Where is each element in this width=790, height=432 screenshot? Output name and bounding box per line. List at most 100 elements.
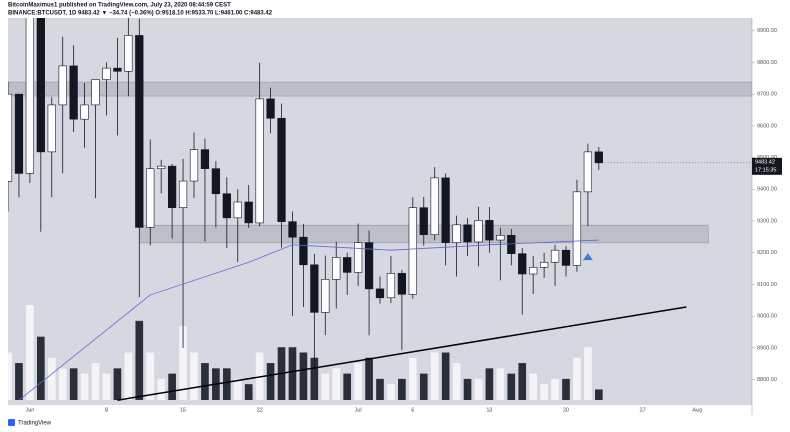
- volume-bar: [496, 368, 505, 400]
- volume-bar: [354, 363, 362, 400]
- candle-body: [496, 234, 505, 241]
- volume-bar: [441, 352, 450, 400]
- candle-body: [507, 234, 516, 254]
- candle-body: [102, 67, 111, 80]
- candle-body: [69, 65, 78, 120]
- volume-bar: [190, 352, 198, 400]
- plot: [8, 18, 752, 401]
- volume-bar: [474, 378, 483, 400]
- volume-bar: [343, 373, 352, 400]
- candle-body: [310, 264, 319, 313]
- volume-bar: [26, 305, 34, 400]
- x-tick-label: Jul: [355, 407, 362, 413]
- candle-body: [343, 257, 352, 273]
- volume-bar: [15, 363, 23, 400]
- candle-body: [321, 279, 330, 313]
- candle-body: [397, 273, 407, 295]
- symbol-info: BINANCE:BTCUSDT, 1D 9483.42 ▼ −34.74 (−0…: [8, 11, 273, 17]
- publish-info: BitcoinMaximus1 published on TradingView…: [8, 3, 231, 9]
- y-tick-label: 9700.00: [757, 92, 777, 98]
- candle-body: [146, 168, 155, 228]
- volume-bar: [430, 352, 439, 400]
- volume-bar: [124, 352, 133, 400]
- candle-body: [244, 201, 253, 224]
- volume-bar: [157, 378, 166, 400]
- volume-bar: [419, 373, 428, 400]
- volume-bar: [179, 326, 187, 400]
- x-tick-label: 6: [411, 407, 414, 413]
- volume-bar: [80, 373, 89, 400]
- trend-line: [117, 306, 687, 401]
- volume-bar: [310, 357, 319, 400]
- candle-body: [178, 180, 188, 208]
- moving-average: [18, 239, 599, 401]
- candle-body: [167, 165, 177, 208]
- volume-bar: [135, 320, 144, 400]
- candle-body: [47, 104, 56, 153]
- candle-body: [113, 67, 122, 72]
- volume-bar: [332, 368, 341, 400]
- volume-bar: [299, 352, 308, 400]
- volume-bar: [573, 357, 581, 400]
- volume-bar: [244, 384, 253, 400]
- volume-bar: [387, 384, 395, 400]
- x-tick-label: 13: [486, 407, 492, 413]
- candle-body: [353, 242, 363, 273]
- volume-bar: [551, 378, 559, 400]
- candle-body: [474, 220, 483, 243]
- brand: TradingView: [18, 421, 52, 427]
- candle-body: [419, 207, 428, 235]
- volume-bar: [266, 363, 275, 400]
- candle-body: [332, 257, 341, 280]
- volume-bar: [58, 368, 67, 400]
- y-tick-label: 9800.00: [757, 60, 777, 66]
- candle-body: [157, 165, 166, 169]
- candle-body: [572, 191, 582, 266]
- x-tick-label: Aug: [692, 407, 702, 413]
- candle-body: [266, 98, 275, 119]
- candle-body: [364, 242, 374, 290]
- candle-body: [408, 207, 417, 295]
- volume-bar: [529, 373, 538, 400]
- x-tick-label: 8: [105, 407, 108, 413]
- volume-bar: [452, 363, 461, 400]
- volume-bar: [485, 368, 494, 400]
- volume-bar: [584, 347, 592, 400]
- candle-body: [8, 93, 13, 182]
- volume-bar: [201, 363, 209, 400]
- candle-body: [211, 168, 221, 195]
- volume-bar: [463, 378, 472, 400]
- x-tick-label: Jun: [25, 407, 34, 413]
- y-tick-label: 9400.00: [757, 187, 777, 193]
- candle-body: [277, 117, 286, 222]
- y-tick-label: 9900.00: [757, 28, 777, 34]
- volume-bar: [69, 368, 78, 400]
- x-tick-label: 27: [640, 407, 646, 413]
- candle-body: [222, 193, 231, 219]
- candle-body: [189, 149, 199, 182]
- volume-bar: [408, 357, 417, 400]
- y-tick-label: 9300.00: [757, 218, 777, 224]
- volume-bar: [8, 352, 12, 400]
- volume-bar: [562, 378, 570, 400]
- volume-bar: [518, 363, 527, 400]
- y-tick-label: 9000.00: [757, 314, 777, 320]
- countdown: 17:15:35: [755, 167, 776, 173]
- candle-body: [36, 18, 45, 153]
- y-tick-label: 8900.00: [757, 345, 777, 351]
- volume-bar: [222, 368, 231, 400]
- price-tag: [752, 157, 782, 175]
- candle-body: [463, 224, 472, 243]
- signal-marker: [582, 253, 593, 261]
- candle-body: [200, 149, 210, 169]
- candle-body: [386, 273, 396, 299]
- x-tick-label: 22: [257, 407, 263, 413]
- x-tick-label: 20: [563, 407, 569, 413]
- volume-bar: [36, 336, 45, 400]
- candle-body: [529, 267, 538, 275]
- last-price: 9483.42: [755, 159, 775, 165]
- candle-body: [135, 35, 144, 228]
- candle-body: [594, 151, 603, 164]
- volume-bar: [168, 373, 176, 400]
- volume-bar: [594, 389, 603, 400]
